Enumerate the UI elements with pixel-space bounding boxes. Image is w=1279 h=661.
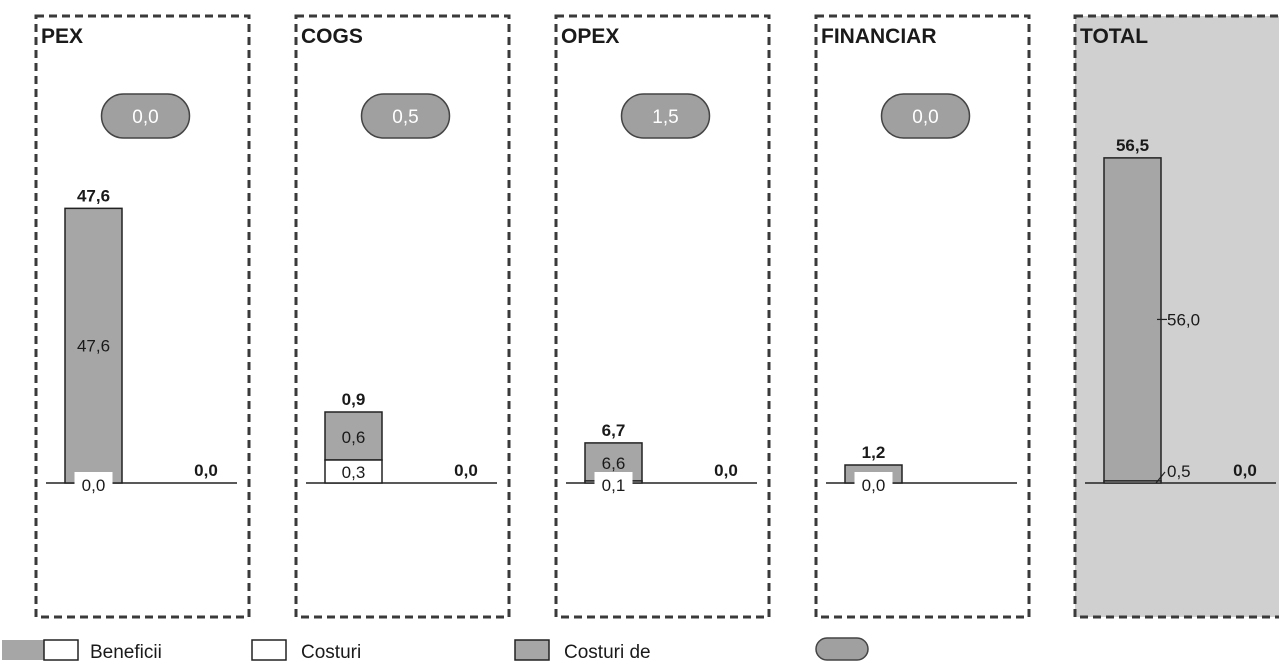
legend-label-1: Costuri	[301, 642, 361, 661]
panel-title-opex: OPEX	[561, 25, 619, 48]
bar-total-label-total: 56,5	[1116, 136, 1149, 155]
bar-total-label-opex: 6,7	[602, 421, 626, 440]
legend-swatch-grey-part	[2, 640, 44, 660]
bar-cost-label-cogs: 0,6	[342, 428, 366, 447]
panel-title-pex: PEX	[41, 25, 83, 48]
bar-cost-label-total: 56,0	[1167, 310, 1200, 329]
legend-swatch-1	[251, 639, 287, 661]
bar-benefit-label-cogs: 0,3	[342, 463, 366, 482]
pill-value-financiar: 0,0	[912, 107, 938, 128]
pill-financiar	[880, 93, 971, 139]
legend-label-0: Beneficii	[90, 642, 162, 661]
panel-title-financiar: FINANCIAR	[821, 25, 937, 48]
bar-cost-label-opex: 6,6	[602, 454, 626, 473]
legend-swatch-2	[514, 639, 550, 661]
bar-total-label-financiar: 1,2	[862, 443, 886, 462]
bar-benefit-label-pex: 0,0	[82, 476, 106, 495]
bar-benefit-label-bg-opex	[594, 472, 633, 492]
bar-cost-pex	[64, 207, 123, 484]
bar-total-label-cogs: 0,9	[342, 390, 366, 409]
bar-benefit-cogs	[324, 459, 383, 484]
right-label-cogs: 0,0	[454, 461, 478, 480]
pill-value-pex: 0,0	[132, 107, 158, 128]
right-label-total: 0,0	[1233, 461, 1257, 480]
pill-pex	[100, 93, 191, 139]
pill-opex	[620, 93, 711, 139]
bar-benefit-label-opex: 0,1	[602, 476, 626, 495]
panel-financiar	[814, 14, 1031, 619]
bar-benefit-total	[1103, 480, 1162, 484]
pill-value-cogs: 0,5	[392, 107, 418, 128]
legend-swatch-3	[815, 637, 869, 661]
right-label-opex: 0,0	[714, 461, 738, 480]
bar-benefit-label-bg-pex	[74, 472, 113, 492]
bar-total-label-pex: 47,6	[77, 186, 110, 205]
bar-benefit-label-total: 0,5	[1167, 462, 1191, 481]
legend-label-2: Costuri de	[564, 642, 651, 661]
bar-cost-total	[1103, 157, 1162, 482]
bar-benefit-label-bg-financiar	[854, 472, 893, 492]
panel-title-cogs: COGS	[301, 25, 363, 48]
pill-value-opex: 1,5	[652, 107, 678, 128]
bar-cost-label-pex: 47,6	[77, 337, 110, 356]
panel-cogs	[294, 14, 511, 619]
panel-title-total: TOTAL	[1080, 25, 1148, 48]
bar-benefit-label-financiar: 0,0	[862, 476, 886, 495]
panel-pex	[34, 14, 251, 619]
right-label-pex: 0,0	[194, 461, 218, 480]
bar-benefit-tick-total	[1155, 471, 1166, 484]
legend-swatch-white-part	[43, 639, 79, 661]
pill-cogs	[360, 93, 451, 139]
panel-opex	[554, 14, 771, 619]
